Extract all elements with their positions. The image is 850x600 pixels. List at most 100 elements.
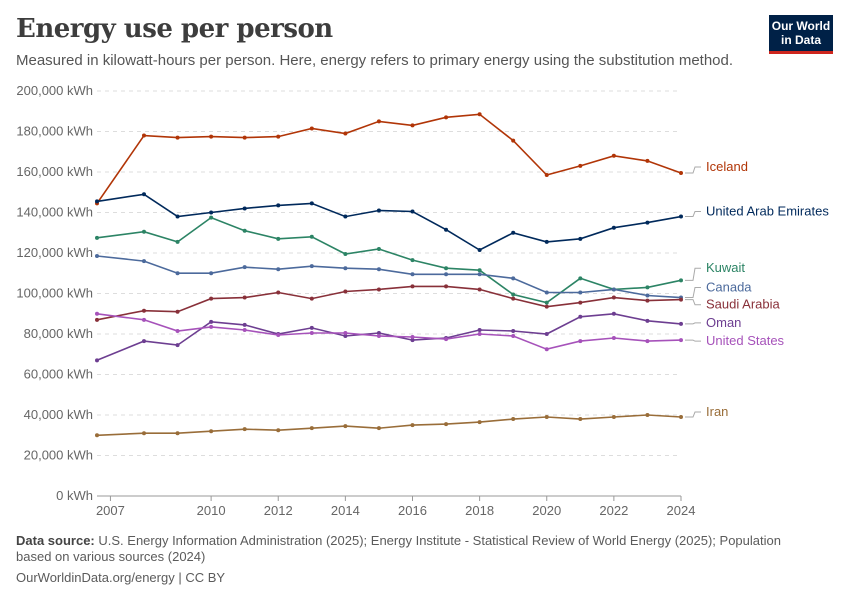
x-tick-label: 2007 xyxy=(96,503,125,518)
data-point xyxy=(679,214,683,219)
y-tick-label: 40,000 kWh xyxy=(24,407,93,422)
data-point xyxy=(679,321,683,326)
data-point xyxy=(511,328,516,333)
data-point xyxy=(95,433,99,438)
data-point xyxy=(544,415,549,420)
data-point xyxy=(611,225,616,230)
legend-labels: Iceland United Arab Emirates Kuwait Canada S… xyxy=(685,159,829,419)
data-point xyxy=(242,206,247,211)
data-point xyxy=(410,123,415,128)
data-point xyxy=(95,311,99,316)
data-point xyxy=(141,229,146,234)
data-point xyxy=(242,295,247,300)
x-tick-label: 2012 xyxy=(264,503,293,518)
data-point xyxy=(141,317,146,322)
data-point xyxy=(95,254,99,259)
series-line xyxy=(96,113,682,204)
data-point xyxy=(544,300,549,305)
data-point xyxy=(343,131,348,136)
label-connector xyxy=(685,411,701,418)
data-point xyxy=(611,336,616,341)
logo-line-1: Our World xyxy=(771,19,831,33)
x-tick-label: 2024 xyxy=(667,503,696,518)
data-point xyxy=(376,287,381,292)
y-tick-label: 80,000 kWh xyxy=(24,326,93,341)
data-point xyxy=(410,209,415,214)
data-point xyxy=(309,426,314,431)
data-point xyxy=(209,429,214,434)
data-point xyxy=(679,171,683,176)
data-point xyxy=(611,287,616,292)
data-point xyxy=(477,332,482,336)
y-tick-label: 100,000 kWh xyxy=(16,286,93,301)
data-point xyxy=(209,134,214,139)
y-tick-label: 0 kWh xyxy=(56,488,93,503)
data-point xyxy=(376,246,381,251)
x-tick-label: 2014 xyxy=(331,503,360,518)
data-point xyxy=(376,334,381,339)
data-point xyxy=(276,428,281,433)
data-point xyxy=(444,422,449,427)
data-point xyxy=(511,138,516,143)
y-tick-label: 180,000 kWh xyxy=(16,124,93,139)
data-point xyxy=(175,135,180,140)
data-point xyxy=(544,347,549,352)
footer-link[interactable]: OurWorldinData.org/energy | CC BY xyxy=(16,570,226,585)
data-point xyxy=(309,234,314,239)
data-point xyxy=(410,338,415,343)
x-tick-label: 2022 xyxy=(599,503,628,518)
y-axis: 0 kWh 20,000 kWh 40,000 kWh 60,000 kWh 80,00… xyxy=(16,83,93,503)
y-tick-label: 20,000 kWh xyxy=(24,448,93,463)
data-point xyxy=(276,134,281,139)
data-source-text: U.S. Energy Information Administration (… xyxy=(16,533,781,564)
data-point xyxy=(578,314,583,319)
data-point xyxy=(175,343,180,348)
data-point xyxy=(276,290,281,295)
data-point xyxy=(477,112,482,117)
data-point xyxy=(578,163,583,168)
data-point xyxy=(511,296,516,301)
data-point xyxy=(242,327,247,332)
data-point xyxy=(276,333,281,338)
data-point xyxy=(175,431,180,436)
data-point xyxy=(209,296,214,301)
data-point xyxy=(376,426,381,431)
page-title: Energy use per person xyxy=(16,14,333,44)
data-point xyxy=(309,330,314,335)
data-point xyxy=(645,318,650,323)
data-point xyxy=(511,230,516,235)
y-tick-label: 60,000 kWh xyxy=(24,367,93,382)
data-point xyxy=(376,208,381,213)
data-point xyxy=(611,153,616,158)
data-point xyxy=(175,214,180,219)
data-point xyxy=(410,423,415,428)
page-subtitle: Measured in kilowatt-hours per person. H… xyxy=(16,52,734,69)
data-point xyxy=(444,272,449,277)
data-point xyxy=(376,267,381,272)
series-line xyxy=(96,414,682,437)
data-point xyxy=(343,214,348,219)
data-point xyxy=(209,215,214,220)
series-line xyxy=(96,285,682,321)
owid-logo[interactable]: Our World in Data xyxy=(769,15,833,54)
data-point xyxy=(578,300,583,305)
data-point xyxy=(511,417,516,422)
series-label: Oman xyxy=(706,315,741,330)
data-point xyxy=(477,247,482,252)
data-point xyxy=(477,268,482,273)
label-connector xyxy=(685,166,701,174)
data-point xyxy=(544,239,549,244)
data-point xyxy=(410,272,415,277)
data-point xyxy=(141,192,146,197)
label-connector xyxy=(685,339,701,342)
series-label: Canada xyxy=(706,279,752,294)
x-tick-label: 2010 xyxy=(197,503,226,518)
data-point xyxy=(141,259,146,264)
x-tick-label: 2016 xyxy=(398,503,427,518)
data-point xyxy=(242,265,247,270)
data-point xyxy=(175,271,180,276)
series-label: Iceland xyxy=(706,159,748,174)
data-point xyxy=(309,201,314,206)
data-point xyxy=(544,173,549,178)
data-point xyxy=(645,298,650,303)
